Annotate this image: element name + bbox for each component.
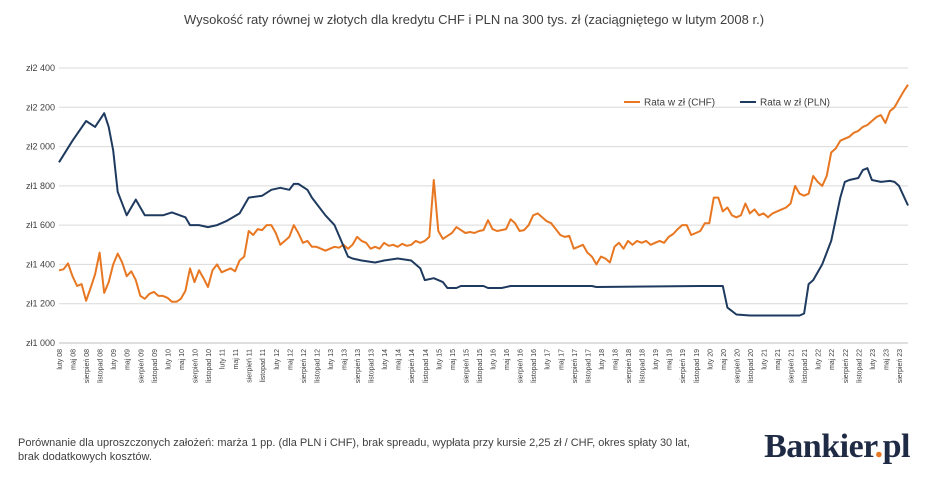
- footnote: Porównanie dla uproszczonych założeń: ma…: [18, 436, 698, 464]
- x-tick-label: listopad 21: [802, 349, 809, 383]
- x-tick-label: luty 14: [382, 349, 389, 370]
- x-tick-label: listopad 09: [152, 349, 159, 383]
- x-tick-label: listopad 11: [260, 349, 267, 382]
- x-tick-label: maj 10: [179, 349, 186, 370]
- x-tick-label: sierpień 15: [463, 349, 470, 383]
- logo-suffix: pl: [882, 428, 911, 465]
- y-tick-label: zł2 400: [26, 63, 55, 73]
- x-tick-label: luty 21: [761, 349, 768, 370]
- legend-label: Rata w zł (PLN): [760, 98, 830, 109]
- logo-dot: .: [874, 428, 884, 465]
- footnote-line-2: brak dodatkowych kosztów.: [18, 451, 152, 463]
- x-tick-label: sierpień 20: [734, 349, 741, 383]
- x-tick-label: sierpień 09: [138, 349, 145, 383]
- y-tick-label: zł1 200: [26, 299, 55, 309]
- x-tick-label: listopad 19: [694, 349, 701, 383]
- x-tick-label: listopad 17: [585, 349, 592, 383]
- x-tick-label: listopad 22: [856, 349, 863, 383]
- x-tick-label: luty 10: [165, 349, 172, 370]
- x-tick-label: luty 15: [436, 349, 443, 370]
- x-tick-label: sierpień 10: [192, 349, 199, 383]
- x-tick-label: luty 12: [274, 349, 281, 370]
- x-tick-label: listopad 13: [369, 349, 376, 383]
- y-tick-label: zł2 200: [26, 102, 55, 112]
- x-tick-label: maj 08: [71, 349, 78, 370]
- x-tick-label: sierpień 19: [680, 349, 687, 383]
- x-tick-label: luty 18: [599, 349, 606, 370]
- x-tick-label: luty 19: [653, 349, 660, 370]
- x-tick-label: sierpień 21: [789, 349, 796, 383]
- series-line-chf: [58, 84, 909, 303]
- x-tick-label: maj 13: [342, 349, 349, 370]
- x-tick-label: maj 19: [667, 349, 674, 370]
- y-tick-label: zł1 000: [26, 338, 55, 348]
- x-tick-label: luty 22: [816, 349, 823, 370]
- x-tick-label: maj 21: [775, 349, 782, 370]
- x-tick-label: luty 11: [220, 349, 227, 369]
- x-tick-label: maj 14: [396, 349, 403, 370]
- x-tick-label: listopad 14: [423, 349, 430, 383]
- x-tick-label: luty 08: [57, 349, 64, 370]
- x-tick-label: maj 22: [829, 349, 836, 370]
- legend: Rata w zł (CHF) Rata w zł (PLN): [624, 98, 830, 109]
- x-tick-label: luty 23: [870, 349, 877, 370]
- x-tick-label: sierpień 18: [626, 349, 633, 383]
- x-tick-label: luty 09: [111, 349, 118, 370]
- x-tick-label: sierpień 14: [409, 349, 416, 383]
- x-tick-label: listopad 20: [748, 349, 755, 383]
- x-tick-label: sierpień 08: [84, 349, 91, 383]
- x-tick-label: listopad 08: [98, 349, 105, 383]
- x-tick-label: luty 17: [545, 349, 552, 370]
- y-tick-label: zł1 800: [26, 181, 55, 191]
- x-tick-label: maj 20: [721, 349, 728, 370]
- x-tick-label: luty 13: [328, 349, 335, 370]
- x-tick-label: maj 17: [558, 349, 565, 370]
- x-tick-label: sierpień 11: [247, 349, 254, 383]
- bankier-logo[interactable]: Bankier.pl: [764, 428, 910, 466]
- x-axis-ticks: luty 08 maj 08 sierpień 08 listopad 08 luty …: [57, 349, 904, 383]
- chart-title: Wysokość raty równej w złotych dla kredy…: [183, 12, 765, 27]
- x-tick-label: maj 15: [450, 349, 457, 370]
- x-tick-label: listopad 12: [314, 349, 321, 383]
- x-tick-label: sierpień 12: [301, 349, 308, 383]
- series-line-pln: [58, 112, 909, 317]
- x-tick-label: maj 18: [612, 349, 619, 370]
- x-tick-label: luty 16: [491, 349, 498, 370]
- x-tick-label: maj 23: [883, 349, 890, 370]
- gridlines: [59, 67, 908, 344]
- footnote-line-1: Porównanie dla uproszczonych założeń: ma…: [18, 437, 690, 449]
- y-axis-ticks: zł1 000 zł1 200 zł1 400 zł1 600 zł1 800 zł2 0…: [26, 63, 55, 348]
- x-tick-label: maj 09: [125, 349, 132, 370]
- y-tick-label: zł1 400: [26, 259, 55, 269]
- x-tick-label: listopad 10: [206, 349, 213, 383]
- x-tick-label: sierpień 16: [518, 349, 525, 383]
- logo-text: Bankier: [764, 428, 875, 465]
- y-tick-label: zł2 000: [26, 142, 55, 152]
- legend-label: Rata w zł (CHF): [644, 98, 715, 109]
- x-tick-label: maj 11: [233, 349, 240, 370]
- x-tick-label: luty 20: [707, 349, 714, 370]
- x-tick-label: sierpień 17: [572, 349, 579, 383]
- series-lines: [58, 84, 909, 317]
- x-tick-label: listopad 15: [477, 349, 484, 383]
- x-tick-label: maj 12: [287, 349, 294, 370]
- x-tick-label: maj 16: [504, 349, 511, 370]
- y-tick-label: zł1 600: [26, 220, 55, 230]
- x-tick-label: sierpień 13: [355, 349, 362, 383]
- x-tick-label: listopad 16: [531, 349, 538, 383]
- x-tick-label: sierpień 22: [843, 349, 850, 383]
- x-tick-label: listopad 18: [640, 349, 647, 383]
- x-tick-label: sierpień 23: [897, 349, 904, 383]
